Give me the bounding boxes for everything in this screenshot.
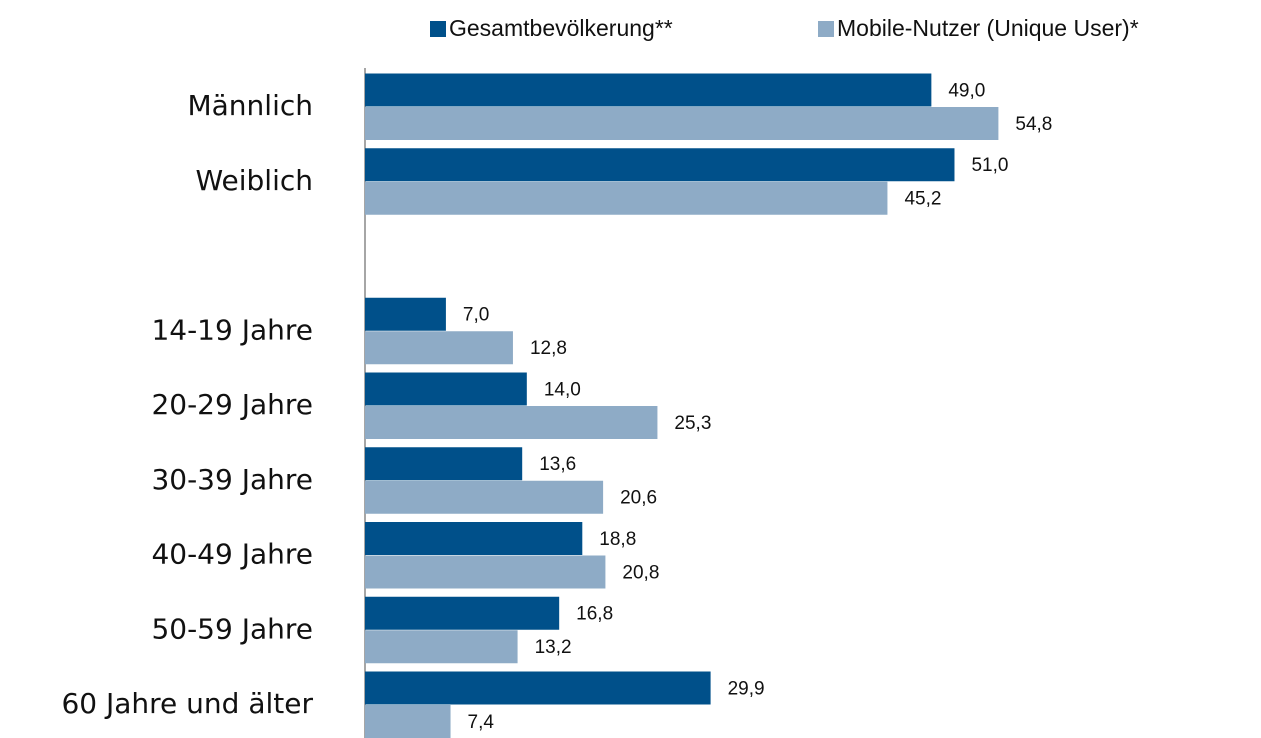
category-label: 50-59 Jahre — [151, 612, 313, 645]
value-label: 18,8 — [599, 529, 636, 550]
legend-swatch — [430, 21, 446, 37]
bar — [365, 406, 658, 439]
bar — [365, 630, 518, 664]
bar — [365, 705, 451, 738]
category-label: 30-39 Jahre — [151, 463, 313, 496]
bar — [365, 107, 999, 140]
value-label: 45,2 — [904, 189, 941, 210]
bar — [365, 331, 513, 365]
value-label: 7,4 — [468, 712, 495, 733]
bar — [365, 372, 527, 406]
value-label: 29,9 — [728, 678, 765, 699]
legend-label: Mobile-Nutzer (Unique User)* — [837, 15, 1139, 41]
legend-swatch — [818, 21, 834, 37]
bar — [365, 148, 955, 182]
value-label: 12,8 — [530, 338, 567, 359]
bar — [365, 181, 888, 215]
value-label: 13,6 — [539, 454, 576, 475]
value-label: 20,6 — [620, 488, 657, 509]
bar — [365, 447, 523, 481]
value-label: 16,8 — [576, 604, 613, 625]
bar — [365, 555, 606, 589]
value-label: 7,0 — [463, 305, 489, 326]
bar — [365, 480, 604, 514]
category-label: 14-19 Jahre — [151, 313, 313, 346]
bar — [365, 297, 446, 331]
category-label: 60 Jahre und älter — [61, 687, 313, 720]
category-label: Männlich — [187, 89, 313, 122]
category-label: Weiblich — [195, 164, 313, 197]
value-label: 49,0 — [948, 80, 985, 101]
bar — [365, 671, 711, 705]
category-label: 20-29 Jahre — [151, 388, 313, 421]
legend-label: Gesamtbevölkerung** — [449, 15, 673, 41]
value-label: 13,2 — [535, 637, 572, 658]
value-label: 20,8 — [622, 562, 659, 583]
bar — [365, 596, 560, 630]
value-label: 51,0 — [971, 155, 1008, 176]
bar — [365, 522, 583, 555]
category-label: 40-49 Jahre — [151, 538, 313, 571]
value-label: 25,3 — [674, 413, 711, 434]
value-label: 54,8 — [1015, 114, 1052, 135]
bar — [365, 73, 932, 107]
value-label: 14,0 — [544, 379, 581, 400]
